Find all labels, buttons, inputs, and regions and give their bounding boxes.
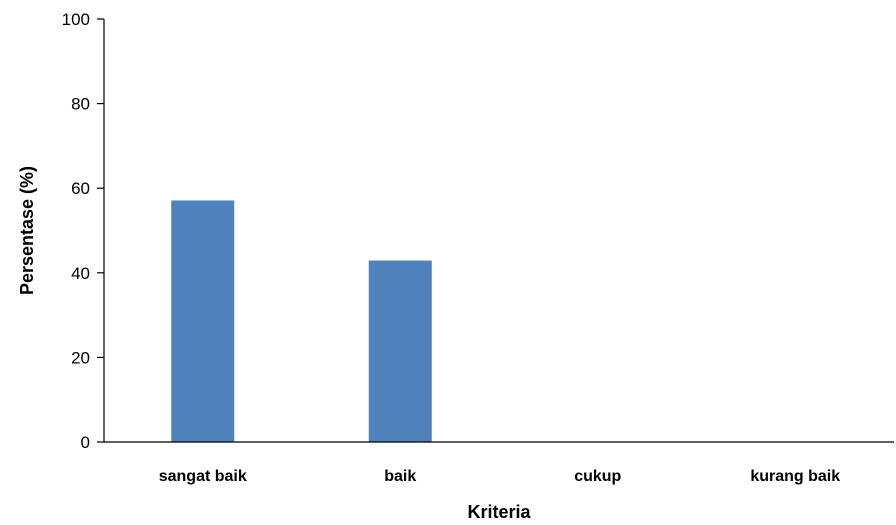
x-tick-label: cukup — [574, 468, 621, 485]
bars — [171, 200, 432, 442]
y-axis-ticks: 0 20 40 60 80 100 — [62, 10, 104, 452]
y-tick-label: 20 — [71, 348, 90, 367]
bar-baik — [368, 260, 432, 442]
y-tick-label: 80 — [71, 95, 90, 114]
x-tick-label: sangat baik — [159, 468, 247, 485]
x-tick-label: kurang baik — [750, 468, 840, 485]
x-axis-tick-labels: sangat baik baik cukup kurang baik — [159, 468, 841, 485]
y-tick-label: 60 — [71, 179, 90, 198]
bar-sangat-baik — [171, 200, 235, 442]
y-tick-label: 100 — [62, 10, 90, 29]
x-axis-title: Kriteria — [467, 502, 531, 522]
x-tick-label: baik — [384, 468, 416, 485]
y-tick-label: 0 — [81, 433, 90, 452]
y-tick-label: 40 — [71, 264, 90, 283]
y-axis-title: Persentase (%) — [17, 166, 37, 295]
